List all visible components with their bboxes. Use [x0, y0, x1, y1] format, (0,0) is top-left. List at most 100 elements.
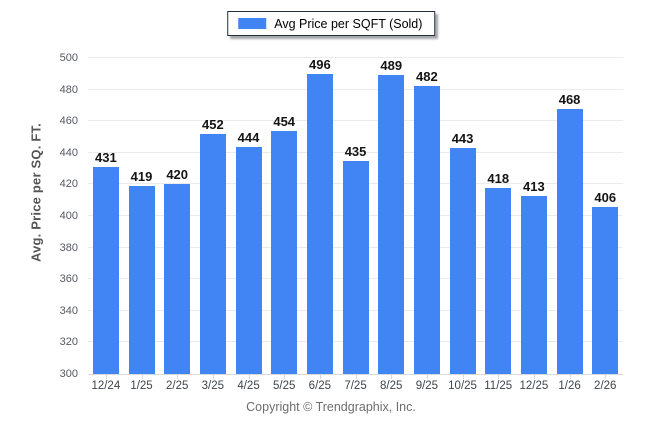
bar-group: 444: [231, 58, 267, 374]
bar-value-label: 454: [273, 113, 296, 129]
bar-value-label: 468: [558, 91, 581, 107]
gridline: [88, 57, 623, 58]
bar[interactable]: [199, 133, 226, 374]
bar-value-label: 435: [344, 143, 367, 159]
bar-group: 413: [516, 58, 552, 374]
bar-group: 418: [480, 58, 516, 374]
x-axis-tick-mark: [319, 375, 321, 379]
bar-series: 431 419 420 452 444 454 496 435 489 482 443 418 413 4…: [88, 58, 623, 374]
x-axis-tick-label: 7/25: [338, 375, 374, 392]
y-axis-tick-label: 420: [59, 178, 78, 191]
y-axis-title: Avg. Price per SQ. FT.: [28, 123, 44, 263]
x-axis-tick-mark: [391, 375, 393, 379]
bar[interactable]: [92, 167, 119, 374]
y-axis-tick-label: 360: [59, 273, 78, 286]
bar-value-label: 418: [487, 170, 510, 186]
bar-group: 482: [409, 58, 445, 374]
bar[interactable]: [306, 74, 333, 374]
y-axis-tick-label: 380: [59, 241, 78, 254]
bar-value-label: 496: [309, 57, 331, 72]
bar-group: 419: [124, 58, 160, 374]
bar-group: 435: [338, 58, 374, 374]
bar-group: 420: [159, 58, 195, 374]
y-axis-tick-label: 440: [59, 146, 78, 159]
bar-group: 431: [88, 58, 124, 374]
x-axis-tick-label: 12/25: [516, 375, 552, 392]
x-axis-tick-label: 9/25: [409, 375, 445, 392]
bar-value-label: 489: [380, 58, 403, 74]
bar[interactable]: [342, 160, 369, 374]
bar[interactable]: [485, 187, 512, 374]
x-axis-tick-label: 2/26: [587, 375, 623, 392]
x-axis-tick-mark: [605, 375, 607, 379]
x-axis-tick-mark: [426, 375, 428, 379]
x-axis-tick-mark: [498, 375, 500, 379]
x-axis-tick-mark: [284, 375, 286, 379]
bar[interactable]: [378, 75, 405, 374]
y-axis-tick-label: 320: [59, 336, 78, 349]
y-axis-tick-label: 480: [59, 83, 78, 96]
y-axis-tick-label: 340: [59, 304, 78, 317]
x-axis-tick-label: 8/25: [373, 375, 409, 392]
y-axis-tick-label: 400: [59, 210, 78, 222]
x-axis-tick-mark: [177, 375, 179, 379]
bar-group: 454: [266, 58, 302, 374]
bar-value-label: 482: [416, 69, 438, 85]
bar-value-label: 443: [451, 131, 474, 147]
bar-value-label: 413: [523, 178, 545, 194]
bar-group: 468: [552, 58, 588, 374]
x-axis-tick-mark: [569, 375, 571, 379]
x-axis-tick-mark: [212, 375, 214, 379]
bar[interactable]: [128, 186, 155, 374]
bar-group: 496: [302, 58, 338, 374]
legend-label: Avg Price per SQFT (Sold): [274, 16, 423, 31]
bar[interactable]: [413, 86, 440, 374]
x-axis-tick-label: 1/26: [552, 375, 588, 392]
bar[interactable]: [520, 195, 547, 374]
bar-group: 406: [587, 58, 623, 374]
x-axis-tick-mark: [355, 375, 357, 379]
bar[interactable]: [592, 206, 619, 374]
legend-swatch-icon: [238, 18, 267, 29]
x-axis-tick-label: 4/25: [231, 375, 267, 392]
x-axis-tick-mark: [141, 375, 143, 379]
gridline: [88, 151, 623, 153]
bar[interactable]: [449, 148, 476, 374]
y-axis-tick-labels: 300 320 340 360 380 400 420 440 460 480 500: [52, 52, 82, 380]
bar-value-label: 406: [594, 189, 617, 205]
bar[interactable]: [271, 130, 298, 374]
gridline: [88, 88, 623, 90]
x-axis-tick-label: 11/25: [480, 375, 516, 392]
x-axis-tick-label: 5/25: [266, 375, 302, 392]
y-axis-tick-label: 500: [59, 52, 78, 64]
bar-value-label: 444: [237, 129, 260, 145]
x-axis-tick-label: 1/25: [124, 375, 160, 392]
bar-value-label: 431: [94, 150, 117, 165]
x-axis-tick-mark: [105, 375, 107, 379]
copyright-text: Copyright © Trendgraphix, Inc.: [246, 400, 416, 414]
bar-group: 489: [373, 58, 409, 374]
plot-area: 431 419 420 452 444 454 496 435 489 482 443 418 413 4…: [88, 57, 623, 375]
x-axis-tick-label: 10/25: [445, 375, 481, 392]
x-axis-tick-label: 3/25: [195, 375, 231, 392]
x-axis-tick-mark: [248, 375, 250, 379]
x-axis-tick-label: 2/25: [159, 375, 195, 392]
y-axis-tick-label: 460: [59, 115, 78, 128]
bar[interactable]: [235, 146, 262, 374]
bar-value-label: 420: [166, 167, 189, 183]
bar-group: 452: [195, 58, 231, 374]
legend: Avg Price per SQFT (Sold): [227, 11, 436, 36]
y-axis-tick-label: 300: [59, 368, 78, 380]
bar-group: 443: [445, 58, 481, 374]
bar[interactable]: [164, 184, 191, 374]
x-axis-tick-mark: [533, 375, 535, 379]
bar-value-label: 419: [130, 169, 153, 184]
gridline: [88, 120, 623, 122]
x-axis-tick-mark: [462, 375, 464, 379]
x-axis-labels: 12/24 1/25 2/25 3/25 4/25 5/25 6/25 7/25 8/25 9/2…: [88, 375, 623, 392]
bar[interactable]: [556, 108, 583, 374]
x-axis-tick-label: 12/24: [88, 375, 124, 392]
x-axis-tick-label: 6/25: [302, 375, 338, 392]
bar-value-label: 452: [202, 116, 224, 132]
